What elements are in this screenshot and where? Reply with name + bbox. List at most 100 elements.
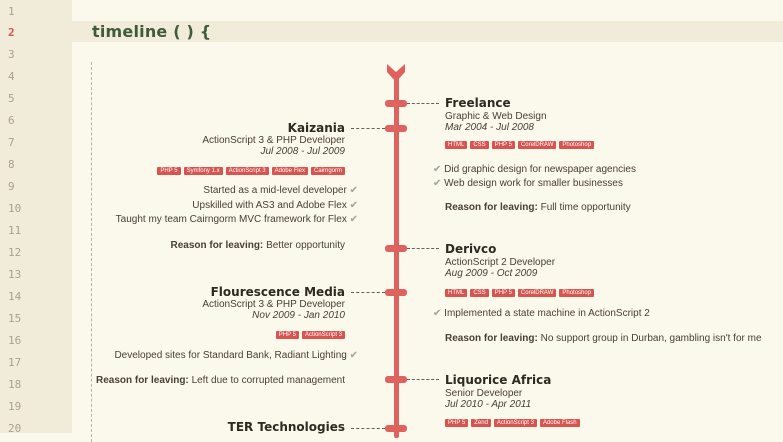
company-name: Flourescence Media — [210, 285, 345, 299]
reason-label: Reason for leaving: — [445, 333, 538, 344]
connector — [407, 379, 439, 380]
job-role: ActionScript 3 & PHP Developer — [202, 299, 345, 310]
line-number: 5 — [8, 92, 15, 105]
line-number: 1 — [8, 5, 15, 18]
list-item: Started as a mid-level developer ✔ — [203, 185, 358, 196]
timeline-node — [385, 245, 407, 252]
job-role: ActionScript 3 & PHP Developer — [202, 135, 345, 146]
timeline-node — [385, 425, 407, 432]
leave-reason: Reason for leaving: Better opportunity — [170, 240, 345, 251]
line-number: 11 — [8, 224, 22, 237]
check-icon: ✔ — [433, 164, 442, 175]
company-name: Derivco — [445, 242, 497, 256]
list-item-text: Upskilled with AS3 and Adobe Flex — [192, 200, 347, 211]
skill-badges: HTML CSS PHP 5 CorelDRAW Photoshop — [445, 289, 595, 297]
line-number: 4 — [8, 70, 15, 83]
timeline-node — [385, 376, 407, 383]
company-name: TER Technologies — [227, 420, 345, 434]
list-item-text: Started as a mid-level developer — [203, 185, 347, 196]
list-item: ✔ Did graphic design for newspaper agenc… — [433, 164, 636, 175]
skill-badge: Cairngorm — [310, 167, 345, 175]
check-icon: ✔ — [433, 178, 442, 189]
job-dates: Nov 2009 - Jan 2010 — [252, 310, 345, 321]
line-number-active: 2 — [8, 26, 15, 39]
line-number: 18 — [8, 378, 22, 391]
job-dates: Jul 2008 - Jul 2009 — [260, 146, 345, 157]
connector — [351, 428, 385, 429]
company-name: Kaizania — [287, 121, 345, 135]
reason-text: Full time opportunity — [540, 202, 631, 213]
reason-label: Reason for leaving: — [170, 240, 264, 251]
line-number: 14 — [8, 290, 22, 303]
line-number: 16 — [8, 334, 22, 347]
list-item-text: Taught my team Cairngorm MVC framework f… — [115, 214, 347, 225]
line-number: 7 — [8, 136, 15, 149]
skill-badge: CSS — [470, 141, 489, 149]
skill-badge: ActionScript 3 — [225, 167, 269, 175]
list-item: Upskilled with AS3 and Adobe Flex ✔ — [192, 200, 358, 211]
line-number: 17 — [8, 356, 22, 369]
skill-badge: CSS — [470, 289, 489, 297]
skill-badge: HTML — [445, 141, 468, 149]
skill-badge: Zend — [471, 419, 491, 427]
skill-badge: ActionScript 3 — [493, 419, 537, 427]
check-icon: ✔ — [349, 214, 358, 225]
line-number: 12 — [8, 246, 22, 259]
skill-badge: PHP 5 — [157, 167, 181, 175]
leave-reason: Reason for leaving: Left due to corrupte… — [96, 375, 345, 386]
skill-badge: Symfony 1.x — [183, 167, 223, 175]
job-dates: Mar 2004 - Jul 2008 — [445, 122, 534, 133]
timeline-node — [385, 289, 407, 296]
line-number: 10 — [8, 202, 22, 215]
job-dates: Aug 2009 - Oct 2009 — [445, 268, 538, 279]
skill-badges: PHP 5 Symfony 1.x ActionScript 3 Adobe F… — [157, 167, 345, 175]
list-item: Taught my team Cairngorm MVC framework f… — [116, 214, 358, 225]
skill-badge: Photoshop — [559, 289, 595, 297]
active-line-highlight — [72, 21, 783, 42]
skill-badge: PHP 5 — [445, 419, 469, 427]
skill-badge: Adobe Flex — [271, 167, 308, 175]
skill-badge: CorelDRAW — [517, 289, 557, 297]
company-name: Liquorice Africa — [445, 373, 552, 387]
line-number: 8 — [8, 158, 15, 171]
list-item-text: Developed sites for Standard Bank, Radia… — [114, 350, 347, 361]
check-icon: ✔ — [433, 308, 442, 319]
skill-badge: PHP 5 — [491, 289, 515, 297]
list-item-text: Implemented a state machine in ActionScr… — [444, 308, 650, 319]
reason-text: Left due to corrupted management — [191, 375, 345, 386]
timeline-axis — [394, 78, 399, 438]
list-item: ✔ Web design work for smaller businesses — [433, 178, 623, 189]
reason-label: Reason for leaving: — [95, 375, 189, 386]
leave-reason: Reason for leaving: No support group in … — [445, 333, 762, 344]
skill-badge: PHP 5 — [491, 141, 515, 149]
list-item: Developed sites for Standard Bank, Radia… — [114, 350, 358, 361]
reason-label: Reason for leaving: — [445, 202, 538, 213]
skill-badge: ActionScript 3 — [301, 331, 345, 339]
list-item: ✔ Implemented a state machine in ActionS… — [433, 308, 650, 319]
chevron-down-icon — [387, 64, 405, 82]
leave-reason: Reason for leaving: Full time opportunit… — [445, 202, 631, 213]
line-number: 13 — [8, 268, 22, 281]
list-item-text: Did graphic design for newspaper agencie… — [444, 164, 636, 175]
line-number: 19 — [8, 400, 22, 413]
check-icon: ✔ — [349, 185, 358, 196]
line-number: 20 — [8, 422, 22, 435]
line-number: 6 — [8, 114, 15, 127]
skill-badge: PHP 5 — [275, 331, 299, 339]
job-dates: Jul 2010 - Apr 2011 — [445, 399, 532, 410]
skill-badge: HTML — [445, 289, 468, 297]
skill-badges: PHP 5 Zend ActionScript 3 Adobe Flash — [445, 419, 580, 427]
job-role: Graphic & Web Design — [445, 111, 547, 122]
skill-badges: PHP 5 ActionScript 3 — [275, 331, 345, 339]
skill-badge: Adobe Flash — [539, 419, 580, 427]
check-icon: ✔ — [349, 200, 358, 211]
company-name: Freelance — [445, 96, 511, 110]
list-item-text: Web design work for smaller businesses — [444, 178, 623, 189]
connector — [351, 128, 385, 129]
line-number: 15 — [8, 312, 22, 325]
line-number: 3 — [8, 48, 15, 61]
connector — [407, 248, 439, 249]
connector — [407, 103, 439, 104]
skill-badge: CorelDRAW — [517, 141, 557, 149]
timeline-node — [385, 100, 407, 107]
